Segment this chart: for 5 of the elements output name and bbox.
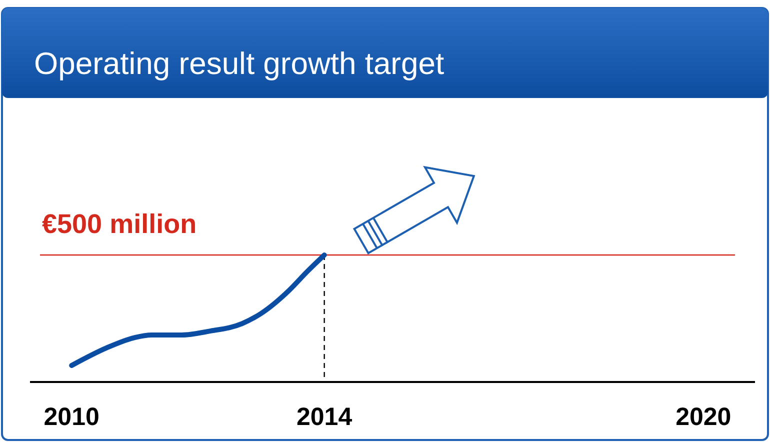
- x-tick-label: 2014: [296, 403, 352, 431]
- ref-line-label: €500 million: [42, 209, 197, 239]
- x-tick-label: 2020: [676, 403, 732, 431]
- chart-title: Operating result growth target: [34, 46, 444, 81]
- x-tick-label: 2010: [44, 403, 100, 431]
